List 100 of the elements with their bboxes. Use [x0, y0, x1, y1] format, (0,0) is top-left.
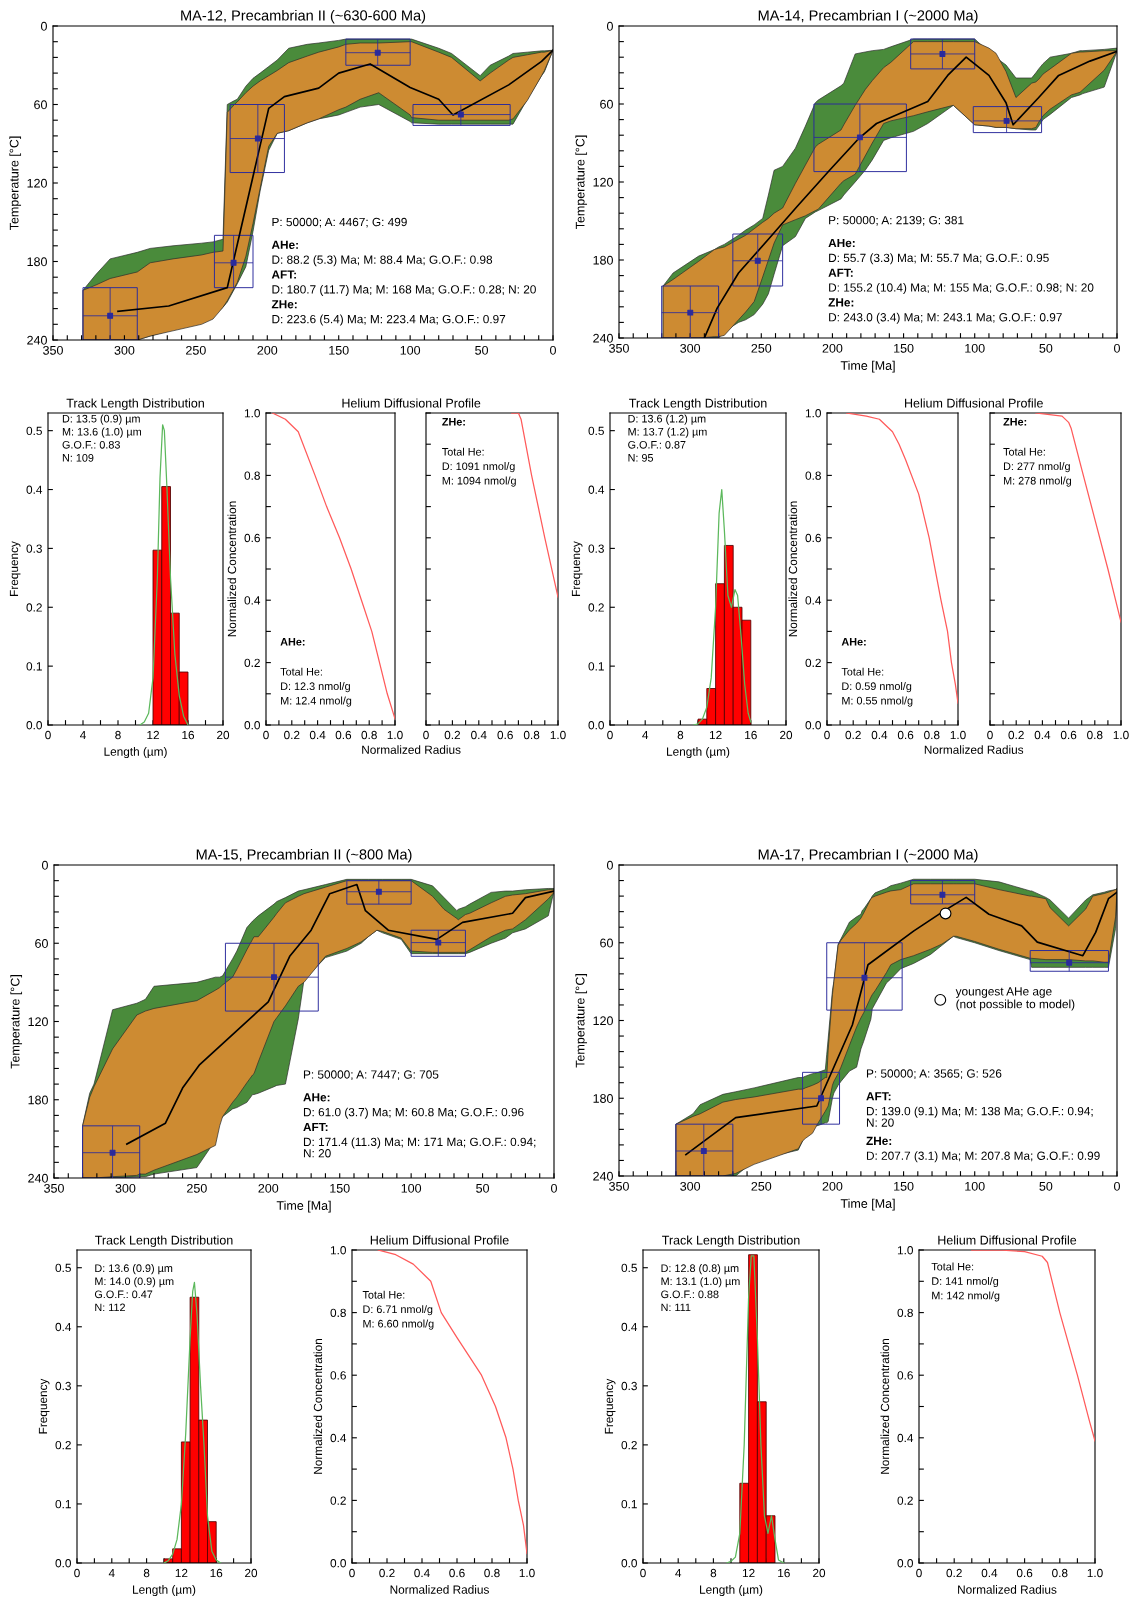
point [939, 891, 946, 898]
x-tick-label: 0.8 [523, 730, 540, 740]
x-tick-label: 0.6 [497, 730, 513, 740]
y-tick-label: 180 [593, 1094, 613, 1103]
y-tick-label: 0.4 [26, 485, 43, 494]
annotation: N: 111 [661, 1303, 691, 1312]
x-axis-title: Time [Ma] [840, 1198, 895, 1211]
x-tick-label: 4 [675, 1568, 682, 1578]
y-tick-label: 0.8 [244, 471, 260, 480]
y-tick-label: 180 [28, 1095, 48, 1105]
x-tick-label: 250 [187, 1183, 207, 1193]
y-tick-label: 60 [35, 939, 48, 948]
x-axis-title: Normalized Radius [362, 745, 461, 754]
y-tick-label: 60 [600, 938, 613, 948]
x-tick-label: 0.2 [845, 730, 861, 740]
y-axis-title: Normalized Concentration [788, 501, 798, 637]
x-tick-label: 350 [609, 1181, 629, 1191]
annotation: ZHe: [1003, 418, 1027, 426]
y-axis-title: Temperature [°C] [575, 135, 588, 230]
x-tick-label: 12 [742, 1568, 755, 1578]
x-tick-label: 300 [115, 1183, 136, 1193]
annotation: M: 14.0 (0.9) µm [95, 1277, 174, 1288]
x-tick-label: 200 [822, 1181, 843, 1191]
point [457, 111, 464, 118]
y-tick-label: 0.8 [805, 471, 821, 480]
annotation: D: 171.4 (11.3) Ma; M: 171 Ma; G.O.F.: 0.94; N: 20 [303, 1137, 536, 1158]
x-tick-label: 350 [44, 1183, 64, 1193]
point [856, 134, 863, 141]
y-tick-label: 0.0 [805, 721, 821, 730]
annotation: ZHe: [271, 300, 297, 309]
y-tick-label: 0.0 [588, 721, 604, 730]
chart-title: Helium Diffusional Profile [905, 398, 1043, 408]
x-tick-label: 200 [822, 343, 843, 353]
annotation: D: 13.5 (0.9) µm [62, 414, 140, 425]
y-tick-label: 0.2 [55, 1440, 71, 1450]
x-tick-label: 100 [401, 1183, 422, 1193]
x-tick-label: 0 [349, 1568, 355, 1578]
chart-title: MA-17, Precambrian I (~2000 Ma) [758, 848, 978, 863]
x-axis-title: Time [Ma] [276, 1200, 331, 1213]
y-axis-title: Temperature [°C] [575, 974, 588, 1068]
line-series [692, 488, 752, 725]
annotation: G.O.F.: 0.87 [628, 440, 686, 449]
y-tick-label: 0.4 [897, 1433, 914, 1443]
annotation: D: 6.71 nmol/g [363, 1305, 433, 1316]
annotation: D: 88.2 (5.3) Ma; M: 88.4 Ma; G.O.F.: 0.98 [272, 255, 493, 267]
point [939, 50, 946, 57]
x-tick-label: 8 [143, 1568, 150, 1578]
x-tick-label: 50 [475, 345, 489, 355]
y-tick-label: 1.0 [897, 1246, 913, 1255]
chart-title: Helium Diffusional Profile [370, 1235, 509, 1245]
y-tick-label: 180 [593, 255, 613, 265]
y-tick-label: 1.0 [805, 409, 821, 418]
x-tick-label: 0.6 [449, 1568, 465, 1578]
annotation: AFT: [828, 268, 853, 277]
point [1066, 959, 1073, 966]
chart-title: MA-12, Precambrian II (~630-600 Ma) [181, 9, 426, 24]
x-tick-label: 4 [79, 730, 86, 740]
x-tick-label: 0 [423, 730, 429, 740]
y-tick-label: 0.8 [897, 1308, 913, 1317]
y-tick-label: 0.6 [244, 533, 260, 543]
x-tick-label: 0 [987, 730, 993, 740]
x-axis-title: Length (µm) [700, 1585, 763, 1597]
y-axis-title: Frequency [604, 1378, 616, 1434]
y-tick-label: 120 [28, 1017, 48, 1027]
y-axis-title: Frequency [38, 1378, 50, 1434]
annotation: AFT: [866, 1092, 891, 1101]
annotation: AHe: [303, 1093, 330, 1102]
point [375, 888, 382, 895]
annotation: N: 109 [62, 454, 94, 462]
annotation: ZHe: [866, 1136, 892, 1146]
y-tick-label: 0.4 [330, 1433, 347, 1443]
x-axis-title: Normalized Radius [390, 1585, 489, 1594]
annotation: M: 278 nmol/g [1003, 476, 1072, 487]
point [230, 259, 237, 266]
x-tick-label: 0 [916, 1568, 922, 1578]
x-tick-label: 0.4 [414, 1568, 430, 1578]
x-tick-label: 0.2 [1008, 730, 1024, 740]
x-tick-label: 0.8 [924, 730, 940, 740]
x-tick-label: 0.8 [1052, 1568, 1068, 1578]
y-tick-label: 240 [28, 1173, 48, 1183]
x-axis-title: Length (µm) [133, 1585, 196, 1597]
x-tick-label: 150 [330, 1183, 350, 1193]
y-tick-label: 240 [27, 335, 47, 345]
annotation: M: 13.1 (1.0) µm [661, 1277, 740, 1288]
annotation: P: 50000; A: 3565; G: 526 [866, 1069, 1002, 1080]
x-tick-label: 16 [745, 730, 757, 740]
x-tick-label: 0.2 [284, 730, 300, 740]
x-tick-label: 0.4 [1034, 730, 1051, 740]
chart-title: Track Length Distribution [66, 398, 204, 411]
y-tick-label: 0.2 [621, 1440, 637, 1450]
x-tick-label: 150 [329, 345, 349, 355]
annotation: Total He: [280, 667, 322, 676]
x-tick-label: 0 [263, 730, 269, 740]
y-tick-label: 0.3 [588, 544, 604, 553]
y-tick-label: 240 [593, 1171, 613, 1181]
y-tick-label: 0.1 [588, 662, 604, 671]
line-series [271, 413, 395, 720]
x-axis-title: Normalized Radius [924, 745, 1024, 754]
x-tick-label: 50 [1039, 343, 1053, 353]
y-tick-label: 0.2 [26, 603, 42, 612]
